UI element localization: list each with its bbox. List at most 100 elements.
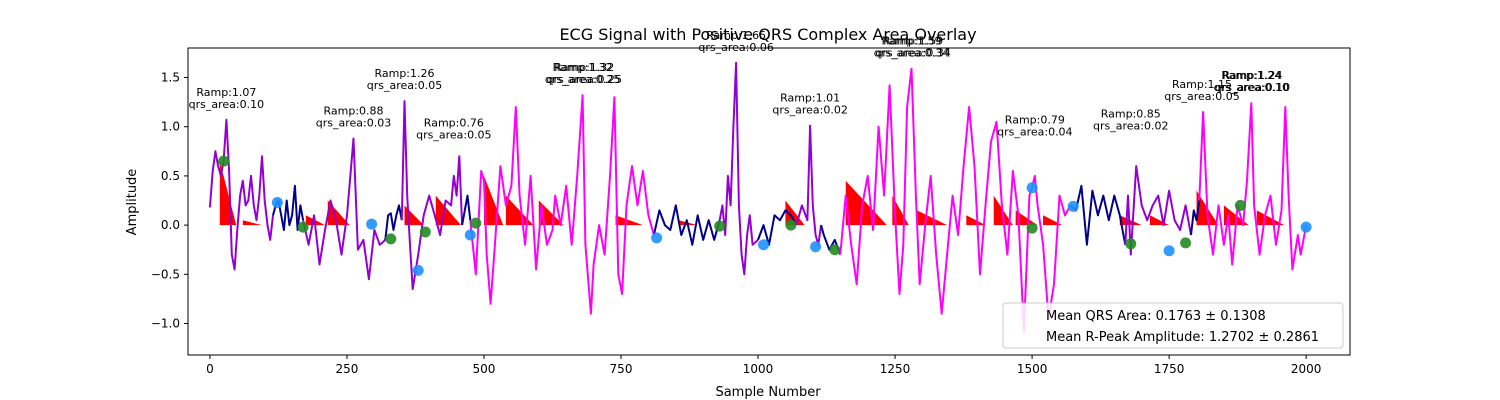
x-tick-label: 750 [610,362,633,376]
annotation-qrs-area: qrs_area:0.25 [545,73,620,86]
y-tick-label: 1.5 [161,71,180,85]
offset-marker [785,219,797,231]
annotation-qrs-area: qrs_area:0.04 [997,125,1072,138]
annotation-qrs-area: qrs_area:0.05 [367,79,442,92]
offset-marker [1125,238,1137,250]
annotation-qrs-area: qrs_area:0.06 [698,41,773,54]
offset-marker [385,233,397,245]
qrs-area-fills [219,161,1285,226]
y-axis-ticks: −1.0 −0.5 0.0 0.5 1.0 1.5 [151,71,188,331]
fiducial-markers [218,155,1312,276]
onset-marker [810,241,822,253]
annotation-qrs-area: qrs_area:0.10 [189,98,264,111]
x-tick-label: 1500 [1017,362,1048,376]
annotation-ramp: Ramp:1.26 [374,67,434,80]
offset-marker [1234,199,1246,211]
x-axis-label: Sample Number [715,385,821,400]
signal-segment [384,204,403,241]
qrs-area-fill [785,200,805,226]
qrs-area-fill [1015,210,1038,226]
x-axis-ticks: 0 250 500 750 1000 1250 1500 1750 2000 [206,355,1321,376]
x-tick-label: 1000 [743,362,774,376]
legend-entry-r-peak: Mean R-Peak Amplitude: 1.2702 ± 0.2861 [1046,330,1319,345]
offset-marker [1026,222,1038,234]
signal-segment [208,118,274,271]
offset-marker [714,220,726,232]
annotation-ramp: Ramp:1.32 [554,61,614,74]
qrs-area-fill [916,210,948,226]
annotation-qrs-area: qrs_area:0.05 [1164,90,1239,103]
qrs-area-fill [242,220,262,226]
qrs-area-fill [615,215,643,226]
annotation-ramp: Ramp:0.79 [1005,113,1065,126]
legend: Mean QRS Area: 0.1763 ± 0.1308 Mean R-Pe… [1002,302,1344,349]
signal-segment [469,94,655,315]
annotation-qrs-area: qrs_area:0.25 [547,73,622,86]
annotation-qrs-area: qrs_area:0.02 [1093,119,1168,132]
peak-annotations: Ramp:1.07qrs_area:0.10Ramp:0.88qrs_area:… [189,29,1291,142]
annotation-ramp: Ramp:1.65 [706,29,766,42]
annotation-qrs-area: qrs_area:0.10 [1214,81,1289,94]
annotation-qrs-area: qrs_area:0.03 [316,117,391,130]
x-tick-label: 500 [473,362,496,376]
qrs-area-fill [1119,215,1142,226]
qrs-area-fill [845,180,887,226]
legend-box [1002,302,1344,349]
signal-segment [718,61,759,276]
onset-marker [758,239,770,251]
signal-segment [302,137,386,281]
offset-marker [297,221,309,233]
offset-marker [218,155,230,167]
chart-title: ECG Signal with Positive QRS Complex Are… [559,25,976,44]
signal-segment [461,194,472,226]
signal-segment [1198,102,1308,271]
annotation-qrs-area: qrs_area:0.34 [875,47,950,60]
onset-marker [651,232,663,244]
signal-segment [652,204,721,246]
qrs-area-fill [483,175,504,226]
plot-frame [187,47,1351,356]
annotation-ramp: Ramp:0.85 [1101,107,1161,120]
signal-segment [400,100,464,291]
offset-marker [419,226,431,238]
offset-marker [1180,237,1192,249]
annotation-ramp: Ramp:1.59 [881,35,941,48]
onset-marker [412,264,424,276]
offset-marker [470,217,482,229]
onset-marker [366,218,378,230]
onset-marker [1067,200,1079,212]
signal-segment [839,67,1072,333]
annotation-ramp: Ramp:1.07 [196,86,256,99]
signal-segment [1069,184,1127,246]
x-tick-label: 1750 [1154,362,1185,376]
qrs-area-fill [327,200,350,226]
onset-marker [271,196,283,208]
onset-marker [1300,221,1312,233]
qrs-area-fill [1223,205,1249,226]
annotation-qrs-area: qrs_area:0.02 [772,104,847,117]
onset-marker [464,229,476,241]
annotation-ramp: Ramp:0.76 [424,116,484,129]
annotation-ramp: Ramp:1.24 [1222,69,1282,82]
y-tick-label: −0.5 [151,267,180,281]
y-tick-label: 0.5 [161,169,180,183]
qrs-area-fill [538,200,564,226]
annotation-ramp: Ramp:1.59 [883,35,943,48]
qrs-area-fill [966,215,986,226]
annotation-ramp: Ramp:1.32 [553,61,613,74]
annotation-qrs-area: qrs_area:0.10 [1215,81,1290,94]
annotation-qrs-area: qrs_area:0.34 [874,47,949,60]
annotation-ramp: Ramp:0.88 [324,105,384,118]
annotation-ramp: Ramp:1.24 [1221,69,1281,82]
onset-marker [1163,245,1175,257]
annotation-ramp: Ramp:1.01 [780,92,840,105]
onset-marker [1026,182,1038,194]
signal-segment [1190,200,1201,236]
signal-segment [757,209,798,246]
x-tick-label: 2000 [1291,362,1322,376]
y-axis-label: Amplitude [125,169,140,236]
annotation-ramp: Ramp:1.15 [1172,78,1232,91]
x-tick-label: 0 [206,362,214,376]
annotation-qrs-area: qrs_area:0.05 [416,128,491,141]
